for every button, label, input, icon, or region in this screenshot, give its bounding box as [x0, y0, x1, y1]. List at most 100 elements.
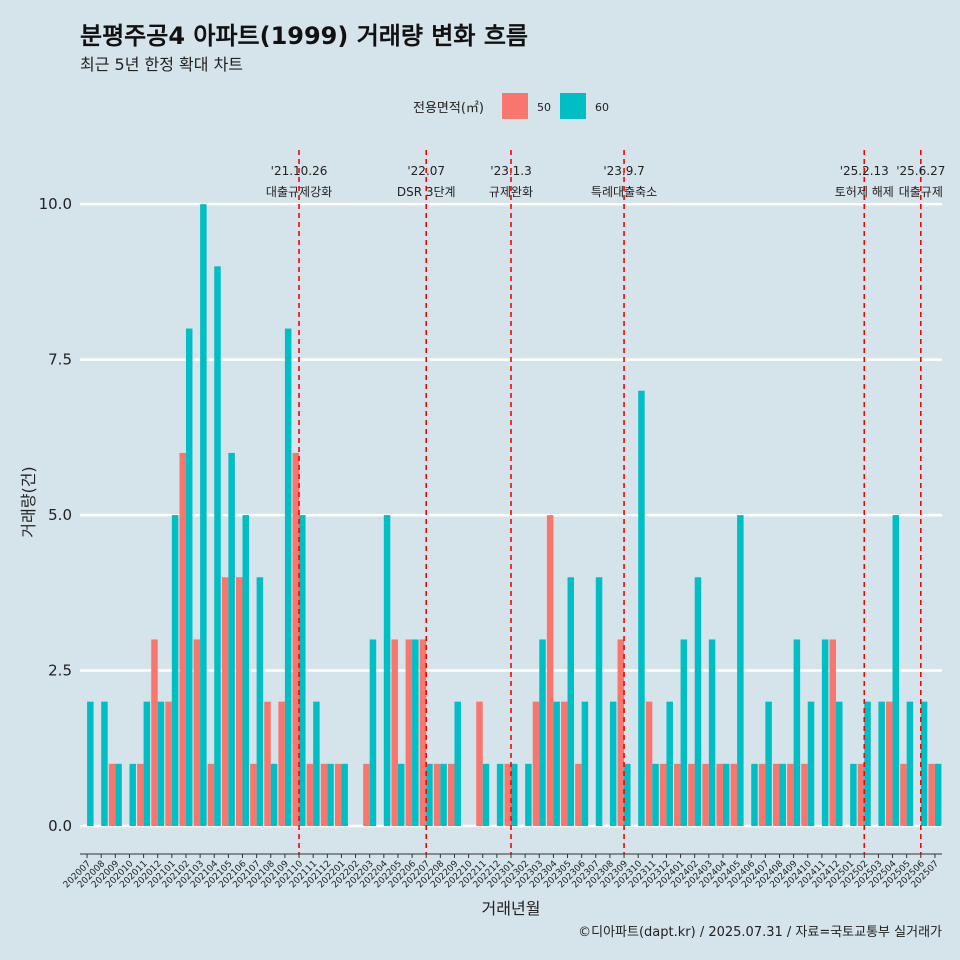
- bar-50-202306: [575, 763, 582, 827]
- bar-60-202205: [397, 763, 405, 827]
- y-tick-label: 10.0: [39, 195, 72, 213]
- bar-60-202112: [327, 763, 334, 827]
- bar-60-202104: [214, 266, 221, 827]
- bar-50-202203: [363, 763, 370, 827]
- y-tick-label: 0.0: [48, 817, 72, 835]
- bar-60-202404: [722, 763, 730, 827]
- bar-60-202306: [581, 701, 589, 827]
- bars: [87, 204, 942, 827]
- bar-60-202308: [609, 701, 617, 827]
- bar-50-202405: [730, 763, 738, 827]
- bar-50-202409: [787, 763, 794, 827]
- bar-60-202008: [101, 701, 108, 827]
- bar-50-202205: [391, 639, 398, 827]
- y-tick-label: 5.0: [48, 506, 72, 524]
- bar-50-202111: [306, 763, 314, 827]
- legend-label-50: 50: [537, 101, 551, 114]
- event-label: 토허제 해제: [835, 185, 894, 199]
- bar-60-202007: [87, 701, 94, 827]
- bar-50-202101: [165, 701, 172, 827]
- bar-60-202110: [299, 515, 306, 827]
- bar-60-202206: [412, 639, 419, 827]
- bar-50-202209: [447, 763, 455, 827]
- bar-60-202108: [270, 763, 278, 827]
- chart-title: 분평주공4 아파트(1999) 거래량 변화 흐름: [80, 22, 528, 50]
- bar-60-202106: [242, 515, 250, 827]
- bar-50-202103: [193, 639, 201, 827]
- bar-60-202209: [454, 701, 461, 827]
- bar-50-202201: [334, 763, 342, 827]
- bar-60-202010: [129, 763, 136, 827]
- y-tick-label: 7.5: [48, 351, 72, 369]
- bar-60-202412: [836, 701, 843, 827]
- bar-50-202110: [292, 452, 300, 827]
- bar-60-202507: [934, 763, 942, 827]
- y-axis-title: 거래량(건): [19, 466, 38, 537]
- bar-60-202503: [878, 701, 885, 827]
- bar-50-202410: [801, 763, 808, 827]
- bar-60-202211: [482, 763, 490, 827]
- bar-60-202403: [708, 639, 716, 827]
- bar-60-202102: [185, 328, 193, 827]
- bar-60-202304: [553, 701, 560, 827]
- event-markers: '21.10.26 대출규제강화 '22.07 DSR 3단계 '23.1.3 규제완화 '…: [266, 150, 945, 854]
- bar-60-202303: [539, 639, 546, 827]
- bar-50-202011: [137, 763, 144, 827]
- bar-60-202402: [694, 577, 702, 827]
- bar-60-202207: [426, 763, 433, 827]
- bar-50-202107: [250, 763, 257, 827]
- event-date: '21.10.26: [271, 164, 328, 178]
- legend-swatch-60: [560, 93, 586, 119]
- event-label: 대출규제: [899, 185, 943, 199]
- legend-swatch-50: [502, 93, 528, 119]
- event-date: '25.2.13: [840, 164, 889, 178]
- bar-60-202103: [200, 204, 207, 827]
- caption: ©디아파트(dapt.kr) / 2025.07.31 / 자료=국토교통부 실…: [578, 925, 942, 940]
- event-date: '23.1.3: [490, 164, 531, 178]
- bar-60-202301: [511, 763, 518, 827]
- event-date: '25.6.27: [896, 164, 945, 178]
- legend-label-60: 60: [595, 101, 609, 114]
- bar-60-202302: [525, 763, 532, 827]
- x-axis-title: 거래년월: [482, 899, 541, 918]
- bar-60-202012: [157, 701, 165, 827]
- bar-50-202207: [419, 639, 427, 827]
- bar-50-202106: [236, 577, 243, 827]
- bar-50-202211: [476, 701, 483, 827]
- bar-60-202201: [341, 763, 348, 827]
- bar-50-202104: [207, 763, 215, 827]
- bar-50-202403: [702, 763, 709, 827]
- bar-50-202312: [659, 763, 667, 827]
- event-label: 규제완화: [489, 185, 533, 199]
- bar-50-202309: [617, 639, 625, 827]
- bar-60-202109: [284, 328, 292, 827]
- event-label: DSR 3단계: [397, 185, 456, 199]
- bar-60-202307: [595, 577, 603, 827]
- bar-60-202203: [369, 639, 377, 827]
- bar-50-202404: [716, 763, 723, 827]
- bar-60-202204: [383, 515, 391, 827]
- bar-60-202502: [864, 701, 871, 827]
- bar-60-202309: [624, 763, 631, 827]
- bar-60-202311: [652, 763, 659, 827]
- legend-title: 전용면적(㎡): [413, 101, 484, 116]
- bar-60-202408: [779, 763, 786, 827]
- bar-60-202409: [793, 639, 801, 827]
- bar-60-202411: [821, 639, 829, 827]
- chart-subtitle: 최근 5년 한정 확대 차트: [80, 55, 243, 74]
- bar-50-202412: [829, 639, 837, 827]
- bar-60-202506: [920, 701, 928, 827]
- event-label: 대출규제강화: [266, 185, 332, 199]
- bar-50-202109: [278, 701, 285, 827]
- bar-60-202101: [171, 515, 179, 827]
- bar-60-202105: [228, 452, 235, 827]
- y-axis: 0.0 2.5 5.0 7.5 10.0: [39, 195, 72, 835]
- bar-50-202402: [688, 763, 695, 827]
- bar-60-202212: [496, 763, 504, 827]
- bar-60-202405: [737, 515, 744, 827]
- bar-50-202407: [758, 763, 766, 827]
- bar-60-202009: [115, 763, 122, 827]
- bar-50-202504: [886, 701, 893, 827]
- bar-50-202303: [532, 701, 540, 827]
